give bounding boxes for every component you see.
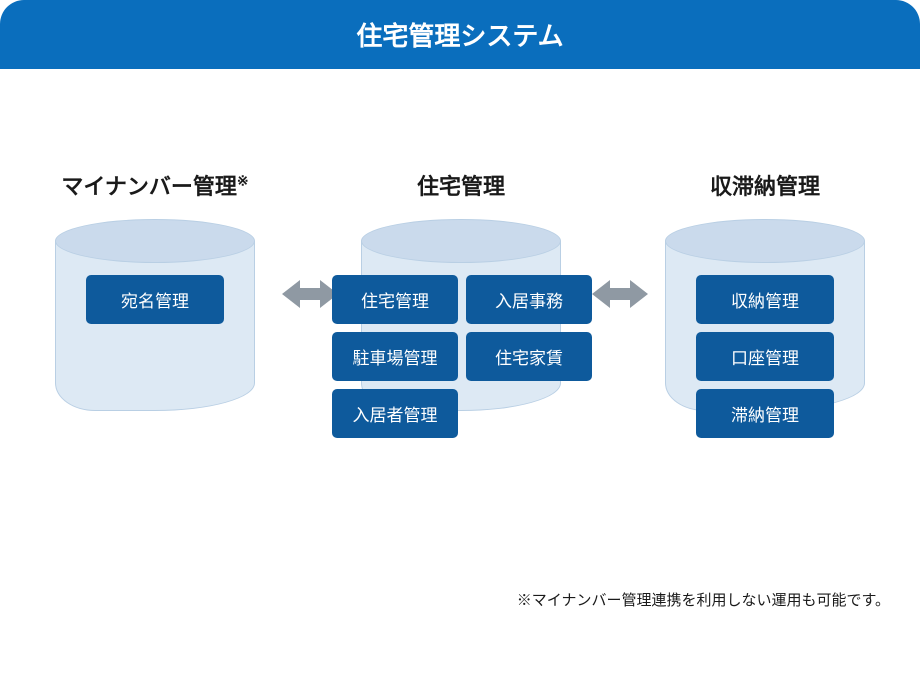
cylinder-top [361,219,561,263]
system-diagram-container: 住宅管理システム マイナンバー管理※ 宛名管理 住宅管理 [0,0,920,680]
diagram-area: マイナンバー管理※ 宛名管理 住宅管理 [0,69,920,629]
tag: 入居事務 [466,275,592,324]
module-mynumber: マイナンバー管理※ 宛名管理 [40,169,270,419]
tag: 入居者管理 [332,389,458,438]
module-title: 住宅管理 [346,169,576,201]
module-title-sup: ※ [237,173,249,189]
module-title-text: マイナンバー管理 [61,174,237,199]
tag: 口座管理 [696,332,834,381]
module-tags: 住宅管理 入居事務 駐車場管理 住宅家賃 入居者管理 [332,275,590,438]
module-title: マイナンバー管理※ [40,169,270,201]
tag: 収納管理 [696,275,834,324]
header-bar: 住宅管理システム [0,0,920,69]
footnote-text: ※マイナンバー管理連携を利用しない運用も可能です。 [517,589,890,610]
tag: 宛名管理 [86,275,224,324]
module-housing: 住宅管理 住宅管理 入居事務 駐車場管理 住宅家賃 入居者管理 [346,169,576,419]
module-tags: 収納管理 口座管理 滞納管理 [696,275,834,438]
tag: 住宅管理 [332,275,458,324]
module-title-text: 住宅管理 [417,174,505,199]
module-collection: 収滞納管理 収納管理 口座管理 滞納管理 [650,169,880,419]
double-arrow-icon [282,274,338,314]
header-title: 住宅管理システム [356,21,563,51]
double-arrow-icon [592,274,648,314]
module-title-text: 収滞納管理 [710,174,820,199]
module-title: 収滞納管理 [650,169,880,201]
cylinder-top [665,219,865,263]
module-tags: 宛名管理 [86,275,224,324]
cylinder-body [55,241,255,411]
tag: 駐車場管理 [332,332,458,381]
cylinder-top [55,219,255,263]
tag: 滞納管理 [696,389,834,438]
tag: 住宅家賃 [466,332,592,381]
